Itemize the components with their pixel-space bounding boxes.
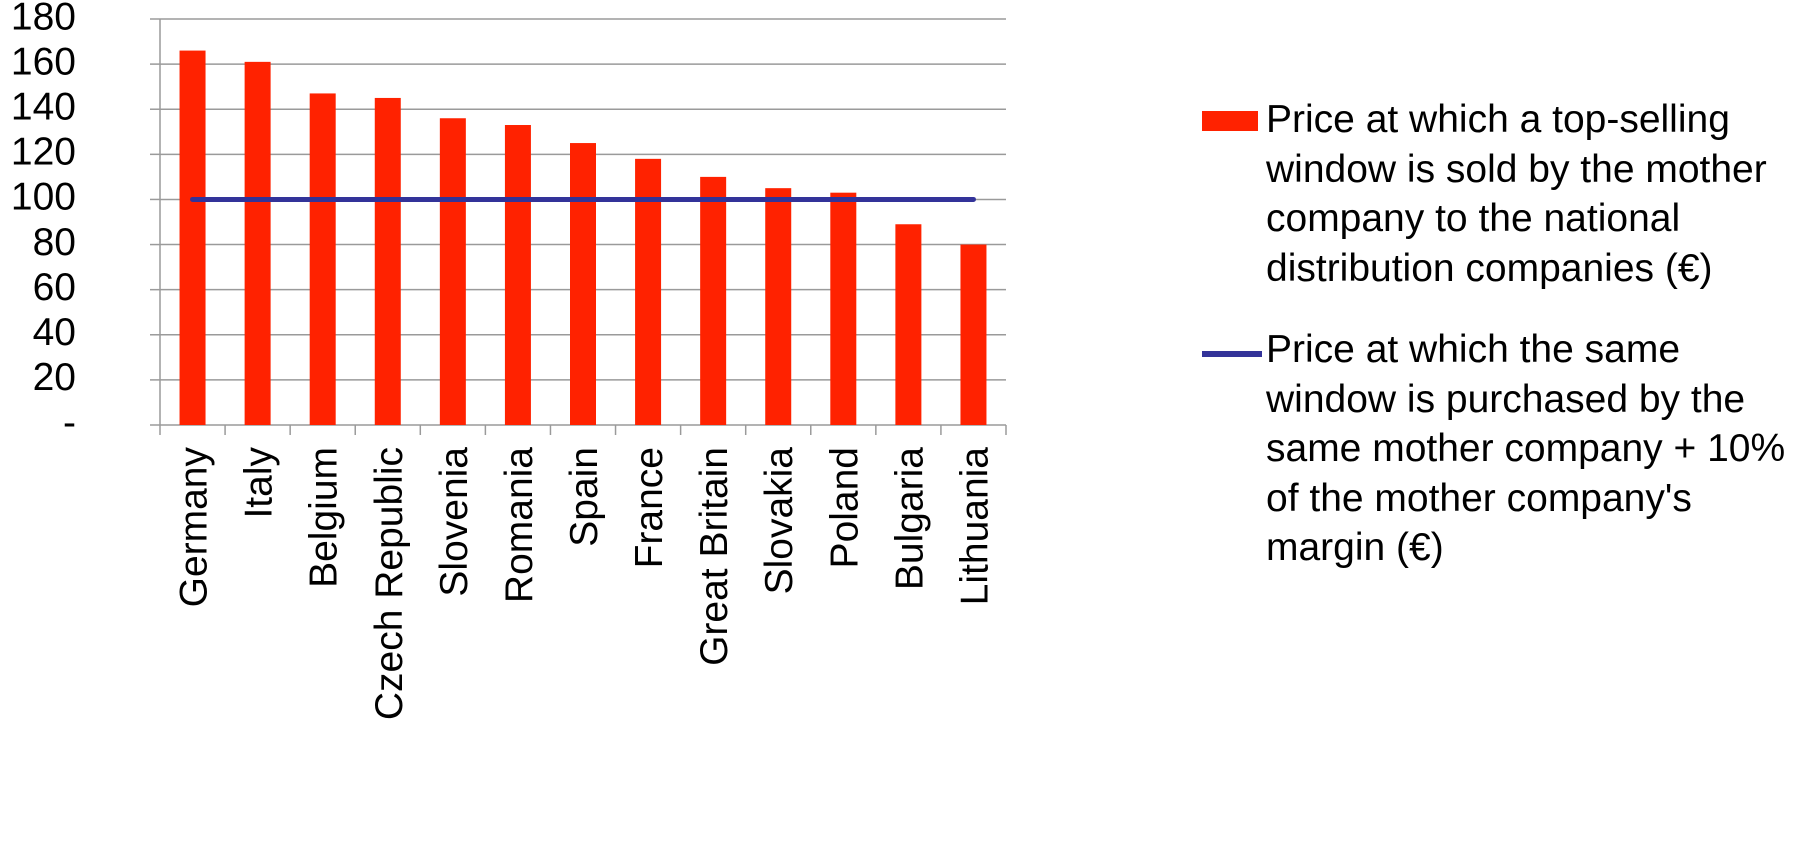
- y-tick-label: 140: [11, 86, 76, 129]
- bar: [309, 93, 336, 425]
- x-category-label: Czech Republic: [368, 447, 411, 720]
- y-tick-label: 160: [11, 40, 76, 83]
- x-category-label: Great Britain: [693, 447, 736, 666]
- y-tick-label: 100: [11, 176, 76, 219]
- bar: [374, 97, 401, 425]
- bar: [504, 125, 531, 425]
- y-tick-label: 60: [33, 266, 76, 309]
- x-category-label: Romania: [498, 447, 541, 603]
- x-category-label: Spain: [563, 447, 606, 547]
- legend-entry-bar: Price at which a top-selling window is s…: [1202, 95, 1802, 293]
- x-category-label: Lithuania: [953, 447, 996, 606]
- bar: [244, 61, 271, 425]
- bar: [700, 176, 727, 425]
- x-category-label: Italy: [238, 447, 281, 519]
- bar: [439, 118, 466, 425]
- x-category-label: Poland: [823, 447, 866, 568]
- legend-bar-label: Price at which a top-selling window is s…: [1266, 98, 1767, 290]
- x-category-label: Germany: [173, 447, 216, 608]
- bar: [635, 158, 662, 425]
- x-category-label: France: [628, 447, 671, 568]
- y-tick-label: 180: [11, 0, 76, 38]
- y-tick-label: 120: [11, 131, 76, 174]
- y-tick-label: 80: [33, 221, 76, 264]
- legend-line-label: Price at which the same window is purcha…: [1266, 328, 1786, 569]
- legend: Price at which a top-selling window is s…: [1202, 95, 1802, 605]
- y-tick-label: -: [63, 401, 76, 444]
- legend-entry-line: Price at which the same window is purcha…: [1202, 325, 1802, 573]
- y-tick-label: 40: [33, 311, 76, 354]
- legend-bar-swatch: [1202, 111, 1258, 131]
- bar-series: [179, 50, 987, 426]
- x-axis-category-labels: Germany Italy Belgium Czech Republic Sloveni…: [173, 447, 997, 721]
- bar: [765, 188, 792, 425]
- legend-line-swatch: [1202, 351, 1262, 357]
- bar: [570, 143, 596, 426]
- x-category-label: Slovenia: [433, 447, 476, 597]
- x-category-label: Slovakia: [758, 447, 801, 595]
- bar: [960, 244, 987, 425]
- bar: [895, 224, 922, 425]
- x-category-label: Bulgaria: [888, 447, 931, 590]
- bar: [830, 192, 857, 425]
- y-tick-label: 20: [33, 356, 76, 399]
- bar: [179, 50, 206, 425]
- x-category-label: Belgium: [303, 447, 346, 588]
